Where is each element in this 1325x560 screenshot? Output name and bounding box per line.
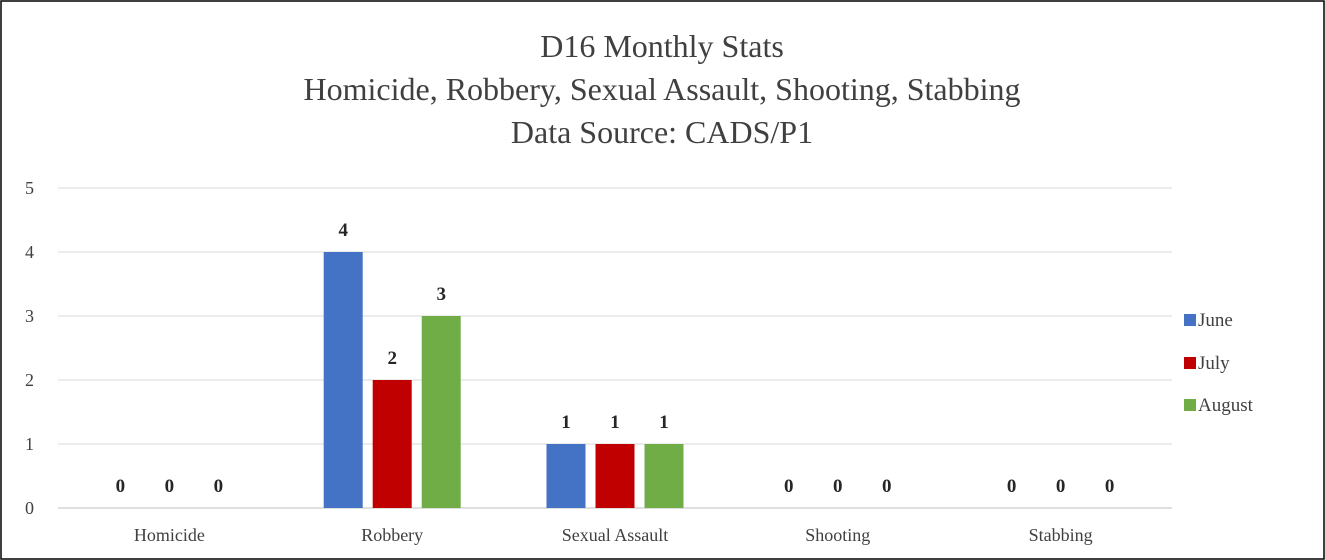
chart-title-line-2: Homicide, Robbery, Sexual Assault, Shoot…	[304, 71, 1021, 107]
data-label: 0	[1056, 476, 1066, 497]
data-label: 0	[116, 476, 126, 497]
data-label: 1	[610, 412, 620, 433]
data-label: 1	[659, 412, 669, 433]
chart-title: D16 Monthly Stats Homicide, Robbery, Sexu…	[304, 28, 1021, 150]
y-tick-label: 2	[25, 370, 34, 390]
legend-swatch-june	[1184, 314, 1196, 326]
x-axis-categories: Homicide Robbery Sexual Assault Shooting Sta…	[134, 525, 1093, 545]
bar-june-sexual-assault	[546, 444, 586, 508]
y-tick-label: 5	[25, 178, 34, 198]
y-tick-label: 3	[25, 306, 34, 326]
bar-july-sexual-assault	[595, 444, 635, 508]
data-label: 0	[882, 476, 892, 497]
x-category-label: Sexual Assault	[562, 525, 669, 545]
legend-label-august: August	[1198, 395, 1254, 416]
data-label: 2	[387, 348, 397, 369]
bar-august-sexual-assault	[644, 444, 684, 508]
y-tick-label: 0	[25, 498, 34, 518]
y-tick-label: 4	[25, 242, 34, 262]
legend: June July August	[1184, 310, 1254, 416]
bars	[323, 252, 684, 508]
chart-title-line-3: Data Source: CADS/P1	[511, 114, 813, 150]
bar-june-robbery	[323, 252, 363, 508]
data-label: 0	[214, 476, 224, 497]
data-label: 0	[165, 476, 175, 497]
data-label: 1	[561, 412, 571, 433]
bar-july-robbery	[372, 380, 412, 508]
legend-swatch-august	[1184, 399, 1196, 411]
legend-label-june: June	[1198, 310, 1233, 331]
data-label: 0	[784, 476, 794, 497]
x-category-label: Robbery	[361, 525, 423, 545]
x-category-label: Stabbing	[1029, 525, 1093, 545]
legend-swatch-july	[1184, 357, 1196, 369]
data-label: 0	[833, 476, 843, 497]
legend-label-july: July	[1198, 353, 1230, 374]
x-category-label: Shooting	[805, 525, 870, 545]
data-label: 4	[338, 220, 348, 241]
bar-august-robbery	[421, 316, 461, 508]
y-axis-ticks: 0 1 2 3 4 5	[25, 178, 34, 518]
y-tick-label: 1	[25, 434, 34, 454]
data-label: 0	[1007, 476, 1017, 497]
chart-title-line-1: D16 Monthly Stats	[540, 28, 784, 64]
data-labels: 0 0 0 4 2 3 1 1 1 0 0 0 0 0 0	[116, 220, 1115, 497]
x-category-label: Homicide	[134, 525, 205, 545]
data-label: 3	[436, 284, 446, 305]
data-label: 0	[1105, 476, 1115, 497]
